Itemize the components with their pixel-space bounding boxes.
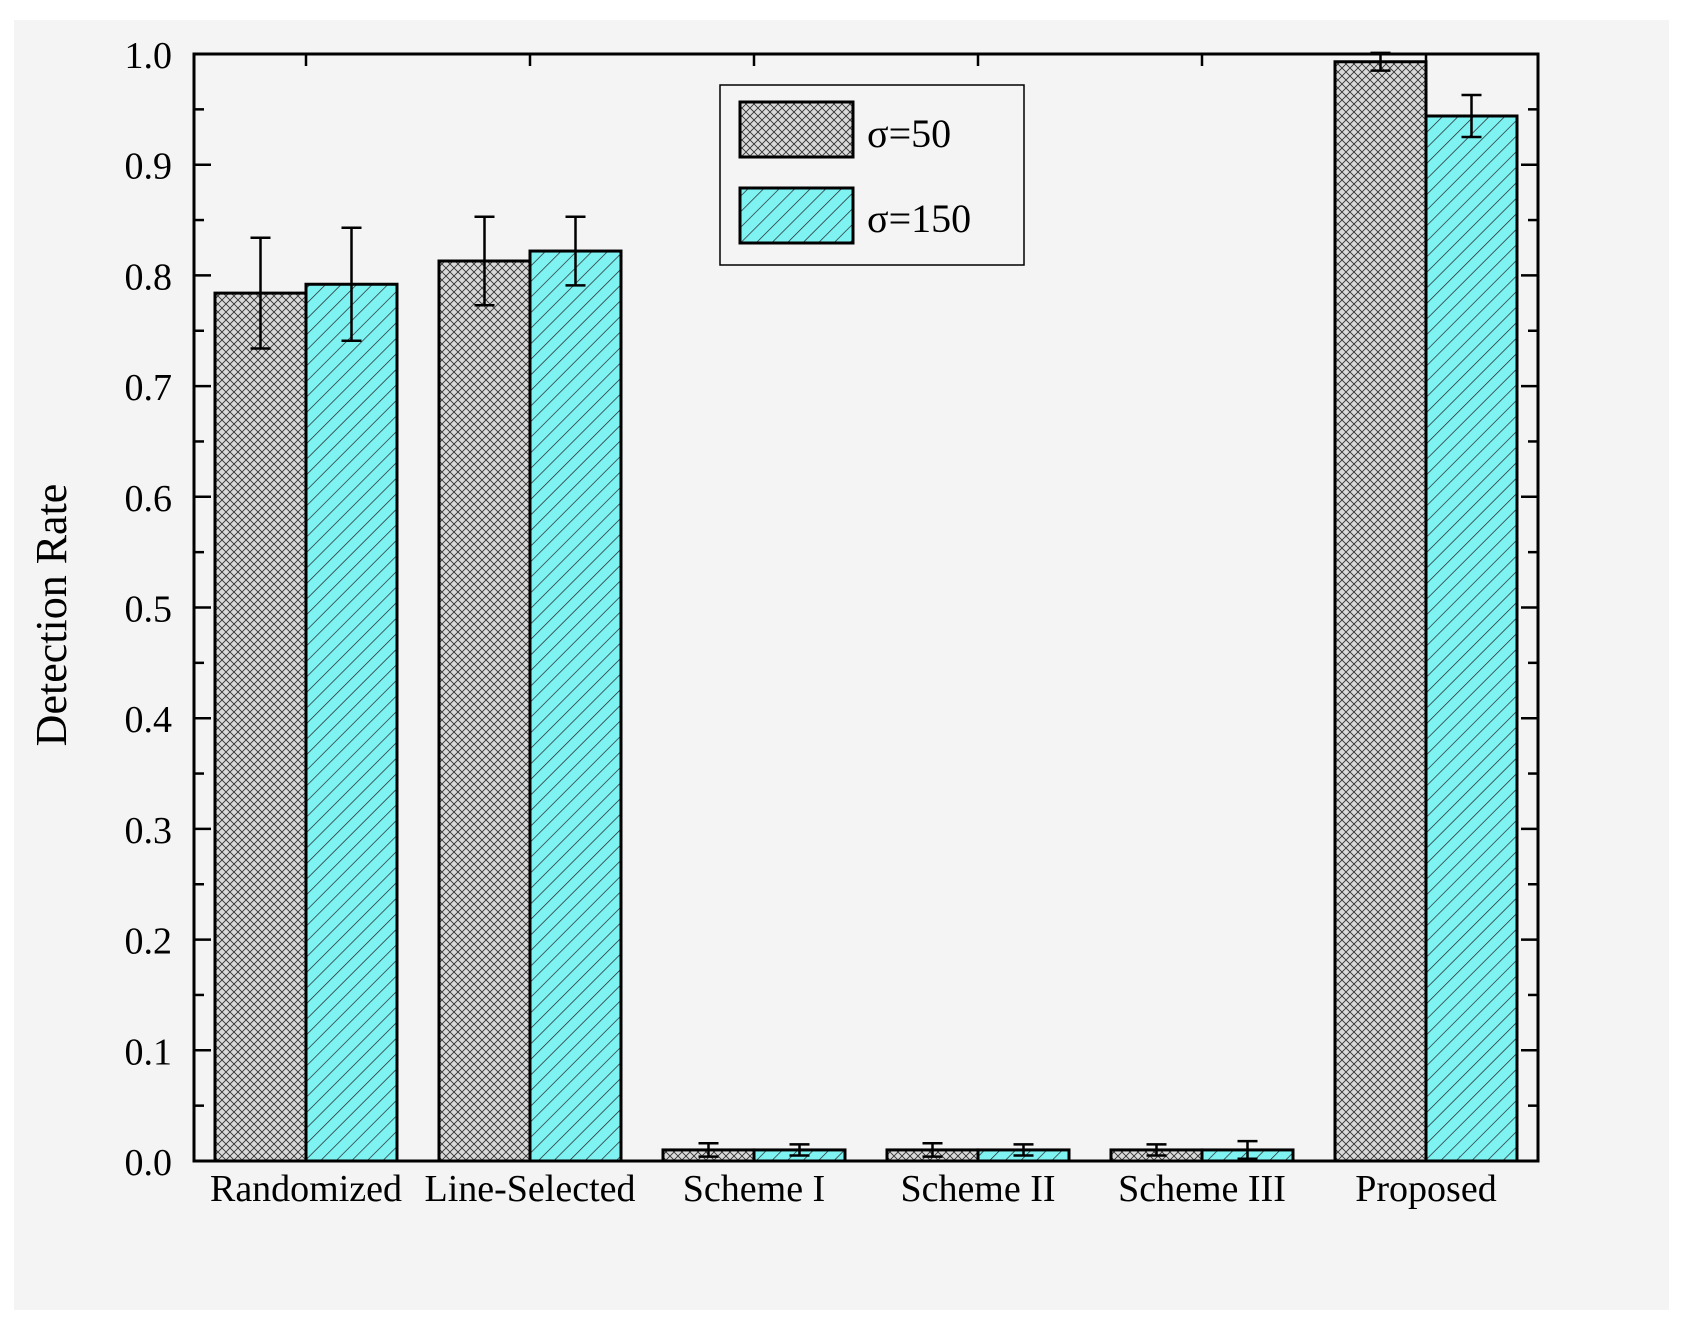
- bar-randomized-series-1: [304, 282, 399, 1163]
- legend-label-sigma-150: σ=150: [867, 196, 971, 241]
- x-tick-label-scheme-ii: Scheme II: [900, 1168, 1055, 1210]
- error-bar-scheme-i-series-1: [789, 1143, 810, 1157]
- error-bar-randomized-series-1: [341, 226, 362, 342]
- y-tick-label: 0.1: [125, 1031, 173, 1073]
- y-tick-label: 1.0: [125, 35, 173, 77]
- chart-figure: Randomized Line-Selected Scheme I Scheme II…: [14, 20, 1669, 1310]
- x-tick-label-scheme-i: Scheme I: [683, 1168, 825, 1210]
- legend-swatch-sigma-50: [738, 100, 855, 159]
- y-axis-title: Detection Rate: [27, 484, 76, 747]
- error-bar-proposed-series-1: [1461, 93, 1482, 139]
- legend-swatch-sigma-150: [738, 186, 855, 245]
- bar-randomized-series-0: [213, 291, 308, 1163]
- bar-line-selected-series-0: [437, 259, 532, 1163]
- x-tick-label-line-selected: Line-Selected: [424, 1168, 635, 1210]
- y-tick-label: 0.2: [125, 921, 173, 963]
- x-tick-label-randomized: Randomized: [210, 1168, 402, 1210]
- y-tick-label: 0.8: [125, 256, 173, 298]
- y-tick-label: 0.3: [125, 810, 173, 852]
- error-bar-scheme-i-series-0: [698, 1142, 719, 1158]
- bar-proposed-series-0: [1333, 60, 1428, 1163]
- y-tick-label: 0.9: [125, 146, 173, 188]
- error-bar-scheme-ii-series-0: [922, 1142, 943, 1158]
- error-bar-scheme-ii-series-1: [1013, 1143, 1034, 1157]
- legend: σ=50 σ=150: [719, 84, 1025, 266]
- x-tick-label-scheme-iii: Scheme III: [1118, 1168, 1286, 1210]
- error-bar-line-selected-series-0: [474, 215, 495, 307]
- bar-line-selected-series-1: [528, 249, 623, 1163]
- error-bar-randomized-series-0: [250, 236, 271, 350]
- y-tick-label: 0.5: [125, 589, 173, 631]
- x-tick-label-proposed: Proposed: [1355, 1168, 1496, 1210]
- error-bar-line-selected-series-1: [565, 215, 586, 287]
- y-tick-label: 0.4: [125, 699, 173, 741]
- y-tick-label: 0.6: [125, 478, 173, 520]
- error-bar-scheme-iii-series-1: [1237, 1139, 1258, 1161]
- error-bar-scheme-iii-series-0: [1146, 1143, 1167, 1157]
- bar-chart: Randomized Line-Selected Scheme I Scheme II…: [27, 35, 1540, 1210]
- y-tick-label: 0.7: [125, 367, 173, 409]
- legend-label-sigma-50: σ=50: [867, 111, 951, 156]
- y-tick-label: 0.0: [125, 1142, 173, 1184]
- bar-proposed-series-1: [1424, 114, 1519, 1163]
